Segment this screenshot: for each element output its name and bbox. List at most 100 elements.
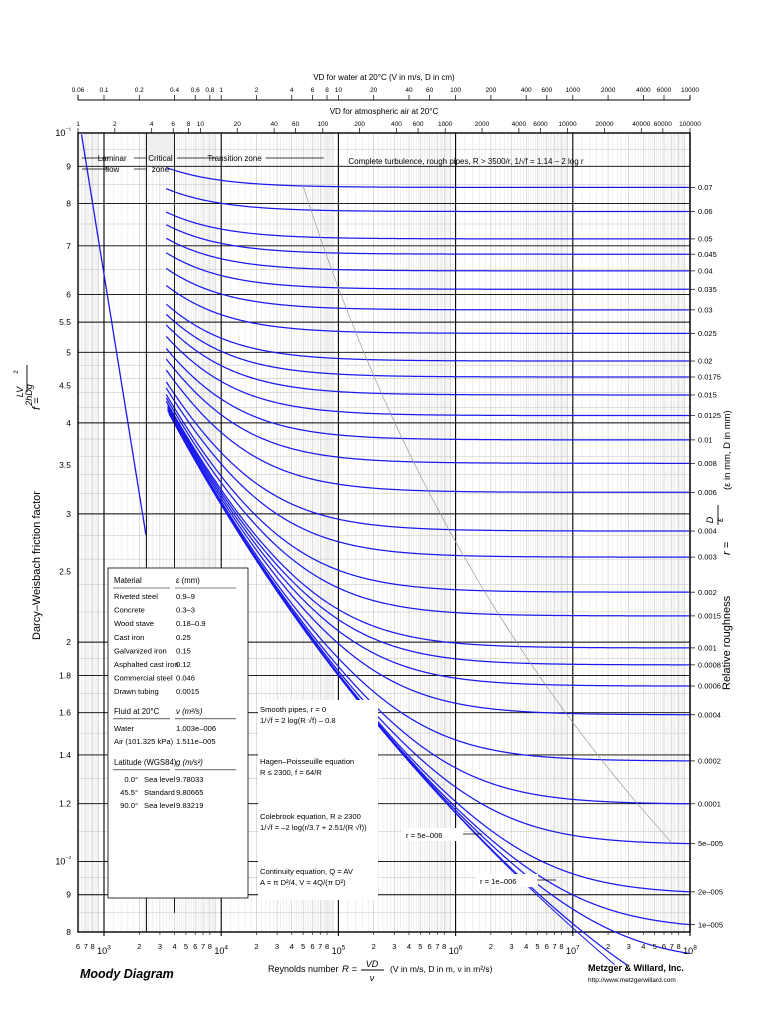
- friction-curve-r-0.03: [165, 267, 689, 311]
- air-tick-9: 100: [317, 121, 328, 128]
- water-tick-16: 200: [485, 87, 496, 94]
- fluid-row-0-nu: 1.003e–006: [176, 724, 216, 733]
- friction-curve-r-0.0008: [167, 404, 690, 666]
- gravity-row-0-lat: 0.0°: [124, 775, 138, 784]
- x-minor-tick-2000: 2: [137, 942, 141, 951]
- material-row-2-eps: 0.18–0.9: [176, 619, 206, 628]
- air-tick-16: 6000: [533, 121, 548, 128]
- zone-transition-line1: Transition zone: [207, 154, 262, 163]
- x-minor-tick-4000000: 4: [524, 942, 528, 951]
- y-left-tick-4: 6: [66, 290, 71, 300]
- x-minor-tick-20000000: 2: [606, 942, 610, 951]
- fluid-row-1-name: Air (101.325 kPa): [114, 737, 174, 746]
- y-right-tick-19: 0.001: [698, 644, 717, 653]
- y-left-frac-num: 2hDg: [24, 384, 34, 407]
- water-tick-14: 60: [426, 87, 434, 94]
- air-tick-1: 2: [113, 121, 117, 128]
- water-tick-3: 0.4: [170, 87, 179, 94]
- x-minor-tick-50000000: 5: [653, 942, 657, 951]
- equation-colebrook-line2: 1/√f = –2 log(r/3.7 + 2.51/(R √f)): [260, 823, 367, 832]
- x-decade-4: 104: [214, 945, 228, 957]
- friction-curve-r-0.025: [165, 284, 689, 334]
- friction-curves: [80, 134, 690, 966]
- diagram-title: Moody Diagram: [80, 967, 174, 981]
- zone-critical-line1: Critical: [148, 154, 173, 163]
- air-tick-2: 4: [150, 121, 154, 128]
- material-row-7-name: Drawn tubing: [114, 687, 159, 696]
- equation-smooth-line2: 1/√f = 2 log(R √f) – 0.8: [260, 716, 336, 725]
- x-minor-tick-800000: 8: [442, 942, 446, 951]
- x-minor-tick-6000000: 6: [545, 942, 549, 951]
- y-left-tick-15: 1.4: [59, 750, 71, 760]
- y-right-tick-21: 0.0006: [698, 682, 721, 691]
- y-right-tick-1: 0.06: [698, 207, 713, 216]
- air-tick-20: 60000: [654, 121, 672, 128]
- laminar-flow-line: [80, 134, 147, 536]
- y-left-tick-16: 1.2: [59, 799, 71, 809]
- x-minor-tick-40000000: 4: [641, 942, 645, 951]
- air-tick-10: 200: [354, 121, 365, 128]
- air-tick-11: 400: [391, 121, 402, 128]
- y-right-tick-0: 0.07: [698, 183, 713, 192]
- y-right-tick-15: 0.004: [698, 527, 717, 536]
- y-right-frac-num: ε: [715, 517, 725, 522]
- friction-curve-r-0.003: [165, 387, 689, 558]
- y-right-tick-23: 0.0002: [698, 756, 721, 765]
- friction-curve-r-0.01: [165, 348, 689, 441]
- y-right-axis-symbol: r =: [721, 541, 733, 555]
- air-tick-12: 600: [413, 121, 424, 128]
- x-minor-tick-60000000: 6: [662, 942, 666, 951]
- equation-hagen-line1: Hagen–Poisseuille equation: [260, 757, 354, 766]
- curve-annotation-1: r = 1e–006: [480, 877, 517, 886]
- y-left-tick-7: 4.5: [59, 381, 71, 391]
- air-tick-6: 20: [234, 121, 242, 128]
- friction-curve-r-0.001: [165, 400, 689, 649]
- material-row-5-eps: 0.12: [176, 660, 191, 669]
- friction-curve-r-0.0125: [165, 335, 689, 417]
- material-row-7-eps: 0.0015: [176, 687, 199, 696]
- y-right-axis-units: (ε in mm, D in mm): [722, 410, 733, 490]
- water-tick-19: 1000: [566, 87, 581, 94]
- material-row-3-name: Cast iron: [114, 633, 144, 642]
- fluid-row-1-nu: 1.511e–005: [176, 737, 216, 746]
- friction-curve-r-0.002: [165, 394, 689, 593]
- material-row-4-eps: 0.15: [176, 646, 191, 655]
- material-row-1-eps: 0.3–3: [176, 606, 195, 615]
- x-decade-8: 108: [683, 945, 697, 957]
- gravity-row-1-place: Standard: [144, 788, 175, 797]
- water-tick-15: 100: [450, 87, 461, 94]
- y-right-tick-2: 0.05: [698, 234, 713, 243]
- y-left-tick-0: 10⁻¹: [55, 127, 71, 138]
- friction-curve-r-0.07: [166, 166, 689, 189]
- zone-critical-line2: zone: [152, 165, 170, 174]
- air-tick-3: 6: [171, 121, 175, 128]
- air-tick-21: 100000: [679, 121, 701, 128]
- material-row-2-name: Wood stave: [114, 619, 154, 628]
- water-tick-4: 0.6: [191, 87, 200, 94]
- water-tick-2: 0.2: [135, 87, 144, 94]
- fluid-row-0-name: Water: [114, 724, 134, 733]
- y-right-tick-22: 0.0004: [698, 710, 721, 719]
- y-left-tick-9: 3.5: [59, 460, 71, 470]
- friction-curve-r-0.05: [166, 211, 689, 240]
- water-tick-18: 600: [541, 87, 552, 94]
- friction-curve-r-0.04: [165, 237, 689, 272]
- x-lead-tick-600: 6: [76, 942, 80, 951]
- gravity-row-2-place: Sea level: [144, 801, 176, 810]
- x-minor-tick-50000: 5: [301, 942, 305, 951]
- x-minor-tick-8000: 8: [208, 942, 212, 951]
- x-minor-tick-600000: 6: [428, 942, 432, 951]
- material-row-0-name: Riveted steel: [114, 592, 158, 601]
- material-row-3-eps: 0.25: [176, 633, 191, 642]
- y-left-tick-17: 10⁻²: [55, 855, 71, 866]
- x-minor-tick-500000: 5: [418, 942, 422, 951]
- y-right-tick-5: 0.035: [698, 285, 717, 294]
- equation-colebrook-line1: Colebrook equation, R ≥ 2300: [260, 812, 361, 821]
- y-right-axis-title: Relative roughness: [721, 595, 733, 690]
- zone-laminar-line2: flow: [105, 165, 119, 174]
- water-tick-5: 0.8: [205, 87, 214, 94]
- water-tick-22: 6000: [657, 87, 672, 94]
- y-left-tick-11: 2.5: [59, 567, 71, 577]
- y-left-frac-den: LV: [15, 386, 25, 398]
